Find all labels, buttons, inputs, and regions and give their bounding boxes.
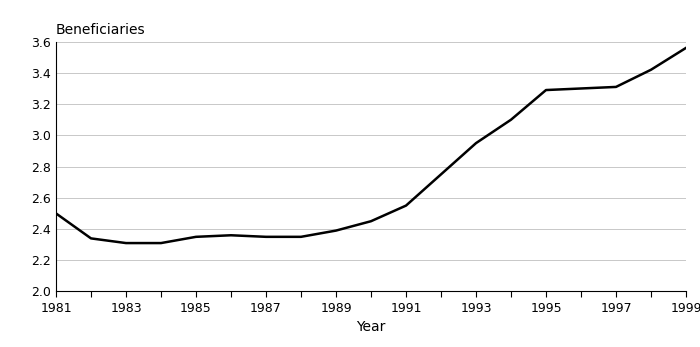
- Text: Beneficiaries: Beneficiaries: [56, 23, 146, 37]
- X-axis label: Year: Year: [356, 320, 386, 335]
